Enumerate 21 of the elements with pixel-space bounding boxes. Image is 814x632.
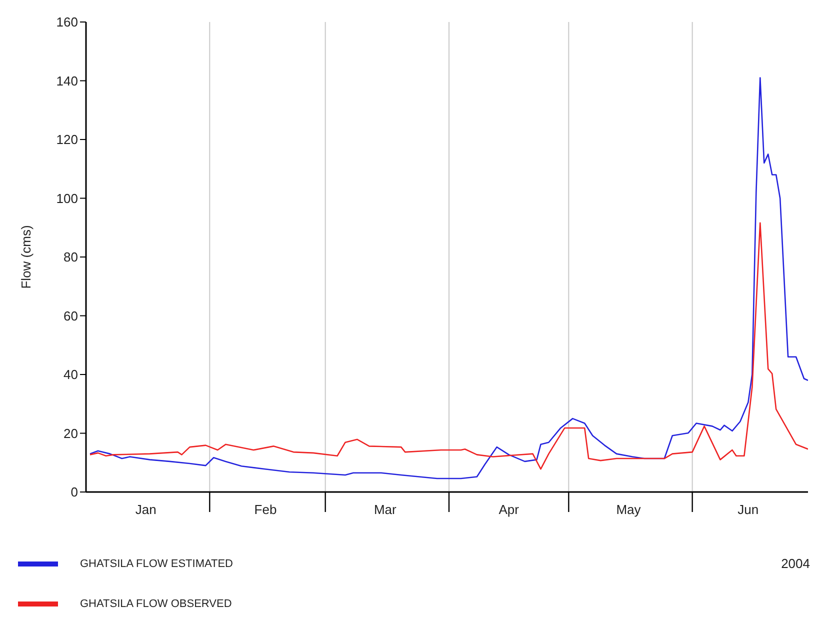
x-tick-label: Feb — [254, 502, 277, 517]
line-series — [89, 222, 808, 470]
y-tick-label: 0 — [70, 484, 78, 500]
y-tick-label: 20 — [64, 426, 78, 441]
legend-label: GHATSILA FLOW OBSERVED — [80, 598, 232, 610]
x-tick-label: Jun — [738, 502, 759, 517]
y-tick-label: 80 — [64, 250, 78, 265]
x-tick-label: Apr — [498, 502, 520, 517]
x-tick-label: May — [616, 502, 642, 517]
y-axis-title: Flow (cms) — [18, 225, 34, 289]
y-tick-label: 120 — [56, 132, 78, 148]
legend-label: GHATSILA FLOW ESTIMATED — [80, 558, 234, 570]
y-tick-label: 160 — [56, 14, 78, 30]
y-tick-label: 140 — [56, 73, 78, 88]
y-tick-label: 100 — [56, 190, 78, 206]
text: 2004 — [781, 556, 810, 571]
y-tick-label: 60 — [64, 308, 78, 324]
line-series — [89, 77, 808, 480]
y-tick-label: 40 — [64, 367, 78, 382]
x-tick-label: Jan — [135, 502, 156, 517]
x-tick-label: Mar — [374, 502, 398, 517]
